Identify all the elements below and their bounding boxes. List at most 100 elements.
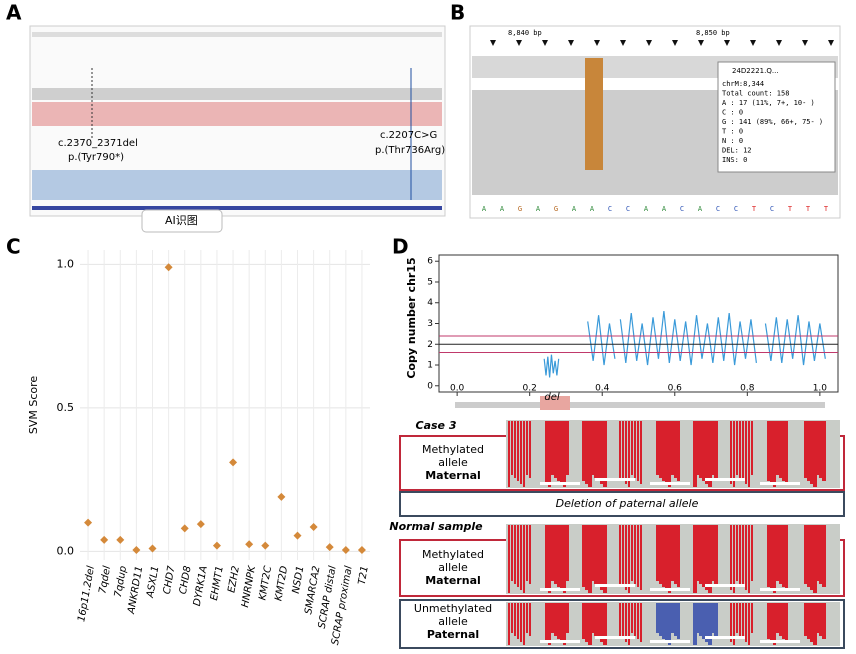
methylation [745, 525, 747, 590]
methylation [628, 421, 630, 487]
methylation [591, 603, 595, 633]
methylation [640, 525, 642, 590]
methylation [668, 603, 671, 645]
methylation [551, 525, 554, 581]
methylation [600, 421, 604, 484]
dot [309, 522, 318, 531]
methylation [526, 525, 528, 581]
position-label: 8,840 bp [508, 29, 542, 37]
dot [100, 535, 109, 544]
methylation [511, 421, 513, 475]
dot [132, 545, 141, 554]
copy-number-line [764, 315, 826, 366]
methylation [810, 525, 814, 590]
methylation [785, 525, 788, 590]
methylation [696, 603, 700, 633]
ideogram [32, 32, 442, 37]
methylation [751, 421, 753, 475]
methylation [560, 525, 563, 590]
methylation [822, 603, 826, 639]
popup [717, 61, 836, 173]
methylation [622, 603, 624, 639]
methylation [526, 603, 528, 633]
methylation [588, 525, 592, 593]
methylation [804, 525, 808, 584]
x-tick-label: EHMT1 [209, 565, 226, 601]
methylation [662, 421, 665, 481]
methylation [736, 421, 738, 475]
panel-b: 8,840 bp 8,850 bp 24D2221.Q... [469, 25, 841, 219]
methylation [591, 525, 595, 581]
methylation [529, 603, 531, 636]
base: T [824, 205, 829, 213]
popup-title: 24D2221.Q... [732, 67, 779, 75]
dot [148, 544, 157, 553]
methylation [733, 603, 735, 645]
methylation [545, 525, 548, 590]
methylation [665, 603, 668, 642]
y-tick-label: 0.0 [57, 544, 75, 557]
popup-line: C : 0 [722, 109, 743, 117]
methylation [529, 421, 531, 478]
methylation [677, 525, 680, 587]
dot [180, 524, 189, 533]
methylation [523, 525, 525, 593]
base: C [770, 205, 774, 213]
methylation [819, 525, 823, 584]
read-gap [650, 482, 690, 485]
methylation [748, 525, 750, 593]
methylation [619, 603, 621, 636]
methylation [822, 421, 826, 481]
read-gap [705, 478, 745, 481]
base: A [698, 205, 703, 213]
allele-label: allele [438, 561, 468, 574]
methylation [770, 525, 773, 590]
methylation [804, 421, 808, 478]
ruler-marker [646, 40, 652, 46]
panel-label: C [6, 235, 21, 259]
dot [357, 545, 366, 554]
ruler-marker [828, 40, 834, 46]
methylation [714, 525, 718, 584]
methylation [702, 421, 706, 481]
base: C [716, 205, 720, 213]
parent-label: Maternal [425, 469, 481, 482]
methylation [674, 603, 677, 636]
methylation [637, 603, 639, 639]
methylation [816, 525, 820, 581]
methylation [699, 421, 703, 478]
dot [164, 263, 173, 272]
popup-line: G : 141 (89%, 66+, 75- ) [722, 118, 823, 126]
base: A [536, 205, 541, 213]
variant-label: c.2370_2371del [58, 138, 138, 149]
dot [261, 541, 270, 550]
parent-label: Paternal [427, 628, 479, 641]
methylation [693, 603, 697, 645]
x-tick-label: 0.0 [450, 384, 465, 394]
methylation [677, 603, 680, 639]
methylation [733, 525, 735, 593]
y-tick-label: 2 [427, 340, 433, 350]
methylation [702, 603, 706, 639]
read-gap [760, 588, 800, 591]
methylation [656, 603, 659, 633]
methylation [514, 525, 516, 584]
methylation [705, 525, 709, 590]
base: T [752, 205, 757, 213]
note-frame [399, 491, 845, 517]
methylation [631, 421, 633, 475]
methylation [804, 603, 808, 636]
methylation [625, 421, 627, 484]
base: T [806, 205, 811, 213]
ruler-marker [698, 40, 704, 46]
ruler-marker [620, 40, 626, 46]
ai-button-label[interactable]: AI识图 [165, 214, 198, 227]
methylation [730, 421, 732, 484]
variant-label: p.(Thr736Arg) [375, 145, 445, 156]
popup-line: A : 17 (11%, 7+, 10- ) [722, 99, 815, 107]
base: C [734, 205, 738, 213]
methylation [557, 603, 560, 639]
ai-button[interactable] [141, 209, 223, 233]
methylation [637, 525, 639, 587]
